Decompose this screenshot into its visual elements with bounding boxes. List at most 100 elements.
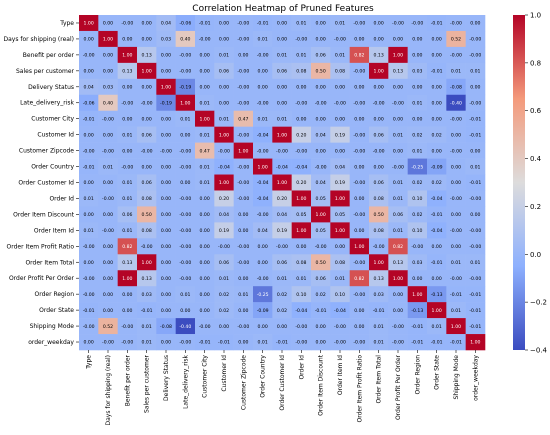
heatmap-cell (272, 238, 292, 255)
cell-value-label: 0.04 (335, 164, 345, 170)
cell-value-label: 0.01 (335, 276, 345, 282)
heatmap-cell (407, 94, 428, 112)
cell-value-label: 0.06 (374, 132, 384, 138)
cell-value-label: 0.01 (180, 292, 190, 298)
cell-value-label: 0.06 (219, 69, 229, 75)
heatmap-cell (349, 302, 370, 319)
heatmap-cell (195, 270, 215, 287)
cell-value-label: -0.01 (199, 21, 211, 27)
cell-value-label: -0.00 (276, 148, 288, 154)
heatmap-cell (427, 46, 447, 64)
cell-value-label: -0.00 (411, 21, 423, 27)
heatmap-cell (272, 78, 292, 96)
heatmap-cell (349, 110, 370, 127)
cell-value-label: -0.01 (431, 212, 443, 218)
cell-value-label: 0.00 (316, 116, 326, 122)
cell-value-label: -0.00 (121, 324, 133, 330)
heatmap-cell (311, 126, 331, 143)
heatmap-cell (253, 302, 273, 319)
colorbar-tick-label: 0.0 (530, 251, 541, 259)
heatmap-cell (369, 190, 389, 207)
cell-value-label: 0.08 (335, 260, 345, 266)
heatmap-cell (446, 254, 466, 271)
heatmap-cell (79, 46, 99, 64)
heatmap-cell (272, 286, 292, 303)
heatmap-cell (137, 142, 157, 159)
heatmap-cell (98, 30, 118, 48)
heatmap-cell (79, 222, 99, 239)
cell-value-label: 0.00 (142, 116, 152, 122)
cell-value-label: -0.00 (392, 340, 404, 346)
cell-value-label: -0.40 (450, 100, 462, 106)
heatmap-cell (79, 126, 99, 143)
y-tick-label: Days for shipping (real) (4, 36, 75, 43)
cell-value-label: -0.01 (218, 340, 230, 346)
heatmap-cell (407, 15, 428, 32)
heatmap-cell (272, 110, 292, 127)
heatmap-cell (137, 238, 157, 255)
cell-value-label: -0.00 (450, 276, 462, 282)
heatmap-cell (330, 126, 350, 143)
cell-value-label: 0.05 (316, 228, 326, 234)
x-tick-label: Type (86, 355, 93, 370)
cell-value-label: 0.00 (200, 196, 210, 202)
heatmap-cell (291, 142, 312, 159)
cell-value-label: 0.00 (354, 308, 364, 314)
heatmap-cell (407, 254, 428, 271)
cell-value-label: -0.00 (353, 212, 365, 218)
cell-value-label: 0.13 (122, 69, 132, 75)
cell-value-label: 0.00 (161, 69, 171, 75)
colorbar-tick-label: 0.2 (530, 203, 541, 211)
heatmap-cell (137, 158, 157, 175)
heatmap-cell (407, 62, 428, 80)
cell-value-label: 0.00 (200, 212, 210, 218)
cell-value-label: -0.00 (237, 37, 249, 43)
heatmap-cell (427, 142, 447, 159)
heatmap-cell (407, 30, 428, 48)
cell-value-label: -0.00 (469, 53, 481, 59)
heatmap-cell (253, 30, 273, 48)
heatmap-cell (330, 334, 350, 351)
cell-value-label: -0.00 (83, 244, 95, 250)
heatmap-cell (465, 158, 486, 175)
cell-value-label: 0.02 (277, 292, 287, 298)
heatmap-cell (117, 334, 138, 351)
heatmap-cell (137, 46, 157, 64)
x-tick-label: Order Region (414, 355, 421, 395)
cell-value-label: -0.00 (353, 148, 365, 154)
heatmap-cell (465, 94, 486, 112)
heatmap-cell (311, 94, 331, 112)
heatmap-cell (79, 286, 99, 303)
x-tick-label: Customer Id (221, 355, 228, 392)
heatmap-cell (427, 126, 447, 143)
heatmap-cell (465, 238, 486, 255)
cell-value-label: 0.00 (142, 84, 152, 90)
cell-value-label: -0.00 (102, 148, 114, 154)
heatmap-cell (311, 62, 331, 80)
cell-value-label: -0.01 (450, 292, 462, 298)
cell-value-label: -0.00 (411, 244, 423, 250)
heatmap-cell (253, 190, 273, 207)
heatmap-cell (311, 174, 331, 191)
cell-value-label: 0.01 (470, 69, 480, 75)
heatmap-cell (233, 254, 254, 271)
heatmap-cell (253, 286, 273, 303)
heatmap-cell (214, 174, 234, 191)
cell-value-label: -0.00 (179, 260, 191, 266)
heatmap-cell (98, 302, 118, 319)
cell-value-label: 0.00 (238, 228, 248, 234)
heatmap-cell (388, 158, 408, 175)
cell-value-label: -0.01 (469, 308, 481, 314)
cell-value-label: -0.09 (257, 308, 269, 314)
x-tick-label: Sales per customer (144, 354, 151, 413)
cell-value-label: 0.00 (316, 37, 326, 43)
cell-value-label: 1.00 (258, 164, 268, 170)
heatmap-cell (369, 78, 389, 96)
heatmap-cell (137, 174, 157, 191)
cell-value-label: -0.00 (237, 260, 249, 266)
colorbar-tick-label: 0.6 (530, 107, 542, 115)
cell-value-label: 0.82 (122, 244, 132, 250)
y-tick-label: Type (59, 20, 74, 27)
cell-value-label: -0.25 (411, 164, 423, 170)
